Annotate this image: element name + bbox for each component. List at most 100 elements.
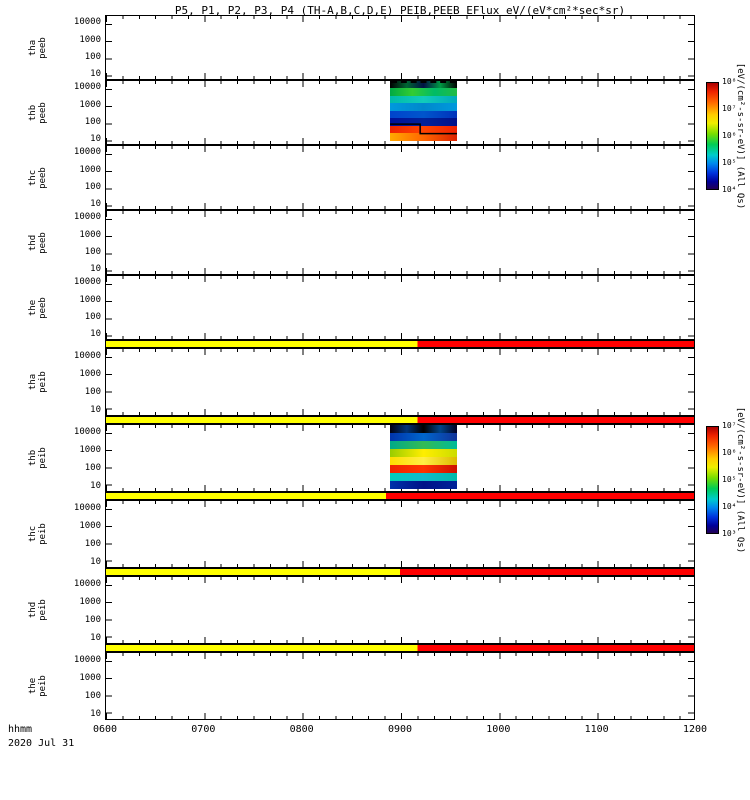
y-tick-label: 100	[84, 246, 101, 257]
y-axis-ticks-left	[106, 276, 112, 339]
y-axis-ticks-right	[688, 501, 694, 567]
spectrogram-row	[390, 110, 458, 119]
instrument-label: peeb	[38, 101, 48, 124]
y-tick-label: 1000	[79, 165, 101, 175]
panel-label-the_peeb: the peeb	[20, 275, 56, 340]
y-axis-ticks-left	[106, 211, 112, 274]
quality-bar-the_peib	[105, 644, 695, 652]
y-tick-label: 10000	[73, 578, 101, 589]
y-tick-label: 1000	[79, 673, 101, 684]
y-axis-ticks-left	[106, 81, 112, 144]
quality-bar-thb_peib	[105, 416, 695, 424]
plot-panel-thd_peeb	[105, 210, 695, 275]
y-axis-ticks-left	[106, 349, 112, 415]
panel-label-the_peib: the peib	[20, 652, 56, 720]
y-axis-ticks-left	[106, 146, 112, 209]
y-tick-label: 1000	[79, 597, 101, 608]
x-tick-label: 1200	[682, 724, 708, 735]
y-axis-ticks-right	[688, 276, 694, 339]
panel-label-thd_peib: thd peib	[20, 576, 56, 644]
plot-panel-the_peeb	[105, 275, 695, 340]
colorbar-1	[706, 426, 719, 534]
colorbar-title: [eV/(cm²-s-sr-eV)] (All Qs)	[735, 62, 745, 210]
spectrogram-row	[390, 118, 458, 126]
spectrogram-row	[390, 473, 458, 481]
probe-label: thd	[28, 234, 38, 251]
instrument-label: peib	[38, 599, 48, 621]
x-axis-ticks-bottom	[106, 637, 694, 643]
panel-label-thb_peib: thb peib	[20, 424, 56, 492]
probe-label: tha	[28, 373, 38, 391]
panel-label-text: thc peeb	[28, 167, 48, 189]
panel-label-text: tha peib	[28, 371, 48, 393]
y-axis-ticks-left	[106, 16, 112, 79]
y-tick-label: 10	[90, 198, 101, 209]
x-tick-label: 1100	[584, 724, 609, 735]
probe-label: thb	[28, 449, 38, 467]
y-tick-label: 10000	[73, 82, 101, 93]
x-tick-label: 0800	[289, 724, 314, 735]
plot-panel-thb_peeb	[105, 80, 695, 145]
y-tick-label: 100	[84, 538, 101, 549]
panel-label-text: tha peeb	[28, 37, 48, 59]
y-tick-label: 1000	[79, 445, 101, 456]
instrument-label: peib	[38, 523, 48, 545]
y-tick-label: 10000	[73, 350, 101, 361]
y-tick-label: 10000	[73, 212, 101, 223]
y-tick-label: 10	[90, 133, 101, 144]
spectrogram-row	[390, 133, 458, 141]
x-axis-ticks-top	[106, 211, 694, 217]
date-label: 2020 Jul 31	[8, 738, 75, 749]
colorbar-tick-label: 10⁴	[722, 185, 737, 194]
probe-label: thc	[28, 169, 38, 186]
y-tick-label: 1000	[79, 295, 101, 305]
x-axis-ticks-bottom	[106, 203, 694, 209]
spectrogram-thb_peib	[390, 418, 458, 489]
probe-label: the	[28, 677, 38, 695]
y-axis-ticks-right	[688, 349, 694, 415]
y-tick-label: 10000	[73, 17, 101, 28]
panel-label-tha_peeb: tha peeb	[20, 15, 56, 80]
y-tick-label: 10	[90, 632, 101, 643]
panel-label-thc_peeb: thc peeb	[20, 145, 56, 210]
y-tick-label: 1000	[79, 35, 101, 45]
instrument-label: peib	[38, 675, 48, 697]
spectrogram-thb_peeb	[390, 81, 458, 141]
y-tick-label: 10000	[73, 654, 101, 665]
x-tick-label: 0700	[191, 724, 216, 735]
colorbar-tick-label: 10⁷	[722, 104, 737, 113]
y-tick-label: 1000	[79, 100, 101, 110]
x-tick-label: 0600	[92, 724, 118, 735]
y-tick-label: 10	[90, 263, 101, 274]
panel-label-text: thd peib	[28, 599, 48, 621]
y-tick-label: 10	[90, 708, 101, 719]
y-tick-label: 100	[84, 690, 101, 701]
colorbar-tick-label: 10⁶	[722, 448, 737, 457]
y-tick-label: 100	[84, 181, 101, 192]
spectrogram-row	[390, 88, 458, 96]
y-axis-ticks-left	[106, 425, 112, 491]
colorbar-tick-label: 10⁵	[722, 475, 737, 484]
colorbar-tick-label: 10⁴	[722, 502, 737, 511]
instrument-label: peeb	[38, 296, 48, 319]
colorbar-tick-label: 10³	[722, 529, 737, 538]
plot-panel-thb_peib	[105, 418, 695, 492]
y-tick-label: 100	[84, 311, 101, 322]
y-axis-ticks-left	[106, 577, 112, 643]
colorbar-0	[706, 82, 719, 190]
panel-label-thd_peeb: thd peeb	[20, 210, 56, 275]
x-tick-label: 0900	[387, 724, 413, 735]
y-tick-label: 10	[90, 328, 101, 339]
y-tick-label: 100	[84, 51, 101, 62]
y-tick-label: 1000	[79, 521, 101, 532]
colorbar-tick-label: 10⁷	[722, 421, 737, 430]
panel-label-text: the peib	[28, 675, 48, 697]
x-axis-unit-label: hhmm	[8, 724, 33, 735]
probe-label: thb	[28, 104, 38, 121]
probe-label: thc	[28, 525, 38, 543]
spectrogram-row	[390, 103, 458, 111]
sc-potential-line	[390, 81, 457, 141]
plot-panel-thd_peib	[105, 576, 695, 644]
spectrogram-row	[390, 81, 458, 89]
